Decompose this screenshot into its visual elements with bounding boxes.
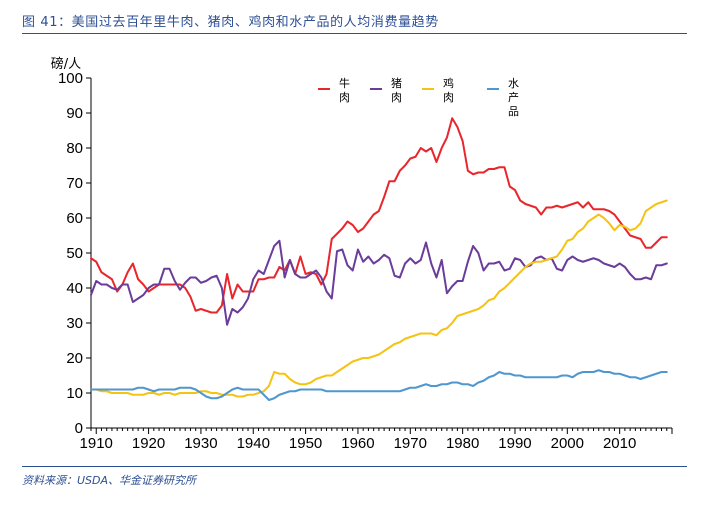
y-tick-label-90: 90	[66, 105, 83, 122]
x-tick-label-1910: 1910	[80, 435, 113, 452]
series-line-2	[90, 239, 668, 326]
source-note: 资料来源：USDA、华金证券研究所	[22, 474, 197, 487]
y-tick-label-20: 20	[66, 350, 83, 367]
series-line-1	[90, 117, 668, 314]
x-tick-label-1960: 1960	[341, 435, 374, 452]
x-tick-label-2010: 2010	[603, 435, 636, 452]
y-tick-label-60: 60	[66, 210, 83, 227]
x-tick-label-1980: 1980	[446, 435, 479, 452]
x-tick-label-1930: 1930	[184, 435, 217, 452]
x-tick-label-1940: 1940	[237, 435, 270, 452]
legend-label-1: 牛肉	[339, 76, 350, 104]
x-tick-label-2000: 2000	[551, 435, 584, 452]
legend-label-4: 水产品	[508, 77, 519, 118]
x-tick-label-1950: 1950	[289, 435, 322, 452]
series-lines	[90, 117, 668, 401]
title-divider	[22, 33, 687, 34]
x-tick-label-1920: 1920	[132, 435, 165, 452]
legend-label-3: 鸡肉	[443, 76, 454, 104]
x-tick-label-1970: 1970	[394, 435, 427, 452]
chart-legend: 牛肉 猪肉 鸡肉 水产品	[318, 76, 519, 118]
y-tick-label-80: 80	[66, 140, 83, 157]
source-divider	[22, 466, 687, 467]
x-axis-ticks: 1910 1920 1930 1940 1950 1960 1970 1980 1990 2000…	[80, 428, 673, 452]
legend-label-2: 猪肉	[391, 77, 402, 104]
y-tick-label-70: 70	[66, 175, 83, 192]
x-tick-label-1990: 1990	[498, 435, 531, 452]
y-tick-label-10: 10	[66, 385, 83, 402]
y-tick-label-40: 40	[66, 280, 83, 297]
y-tick-label-50: 50	[66, 245, 83, 262]
series-line-3	[90, 199, 668, 398]
y-tick-label-100: 100	[58, 70, 83, 87]
y-axis-label: 磅/人	[51, 56, 81, 72]
y-axis-ticks: 0 10 20 30 40 50 60 70 80 90 100	[58, 70, 91, 437]
y-tick-label-30: 30	[66, 315, 83, 332]
y-tick-label-0: 0	[75, 420, 83, 437]
figure-title: 图 41：美国过去百年里牛肉、猪肉、鸡肉和水产品的人均消费量趋势	[22, 15, 439, 30]
series-line-4	[90, 369, 668, 401]
